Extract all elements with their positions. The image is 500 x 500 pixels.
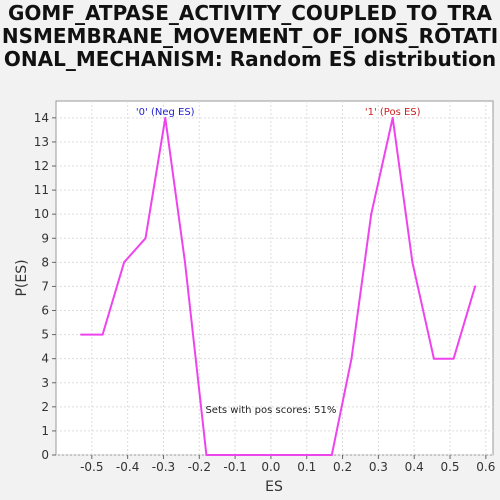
data-point	[123, 261, 126, 264]
data-point	[411, 261, 414, 264]
grid	[56, 101, 493, 456]
data-point	[183, 261, 186, 264]
annotation-label: '1' (Pos ES)	[365, 107, 421, 118]
series	[80, 116, 477, 456]
x-tick-label: -0.1	[223, 460, 246, 474]
data-point	[226, 454, 229, 456]
data-point	[269, 454, 272, 456]
y-tick-label: 1	[41, 424, 49, 438]
y-tick-label: 2	[41, 400, 49, 414]
x-tick-label: -0.5	[80, 460, 103, 474]
y-tick-label: 12	[34, 159, 49, 173]
data-point	[350, 357, 353, 360]
y-tick-label: 11	[34, 183, 49, 197]
y-tick-label: 4	[41, 352, 49, 366]
data-point	[80, 333, 83, 336]
y-tick-label: 13	[34, 135, 49, 149]
y-tick-label: 5	[41, 328, 49, 342]
y-tick-label: 10	[34, 207, 49, 221]
x-tick-label: -0.2	[188, 460, 211, 474]
data-point	[164, 116, 167, 119]
y-axis-label: P(ES)	[14, 259, 30, 296]
x-axis-label: ES	[265, 479, 283, 495]
data-point	[205, 454, 208, 456]
data-point	[452, 357, 455, 360]
y-tick-label: 3	[41, 376, 49, 390]
data-point	[101, 333, 104, 336]
y-tick-label: 0	[41, 448, 49, 462]
data-point	[248, 454, 251, 456]
annotation-label: '0' (Neg ES)	[136, 107, 195, 118]
data-point	[144, 237, 147, 240]
data-point	[330, 454, 333, 456]
series-line	[81, 116, 477, 456]
y-tick-label: 6	[41, 304, 49, 318]
data-point	[291, 454, 294, 456]
data-point	[312, 454, 315, 456]
data-point	[432, 357, 435, 360]
x-tick-label: 0.0	[261, 460, 280, 474]
annotation-label: Sets with pos scores: 51%	[205, 405, 336, 416]
chart-title: GOMF_ATPASE_ACTIVITY_COUPLED_TO_TRANSMEM…	[1, 1, 499, 71]
x-tick-label: 0.1	[297, 460, 316, 474]
data-point	[474, 285, 477, 288]
x-tick-label: -0.3	[152, 460, 175, 474]
x-tick-label: -0.4	[116, 460, 139, 474]
x-tick-label: 0.3	[369, 460, 388, 474]
y-tick-label: 7	[41, 279, 49, 293]
x-tick-label: 0.6	[476, 460, 495, 474]
y-tick-label: 9	[41, 231, 49, 245]
y-tick-label: 14	[34, 111, 49, 125]
annotations: '0' (Neg ES) '1' (Pos ES) Sets with pos sc…	[136, 107, 421, 416]
x-tick-label: 0.2	[333, 460, 352, 474]
data-point	[391, 116, 394, 119]
data-point	[370, 213, 373, 216]
y-tick-label: 8	[41, 255, 49, 269]
plot-area	[55, 100, 494, 456]
x-tick-label: 0.5	[440, 460, 459, 474]
x-tick-label: 0.4	[405, 460, 424, 474]
